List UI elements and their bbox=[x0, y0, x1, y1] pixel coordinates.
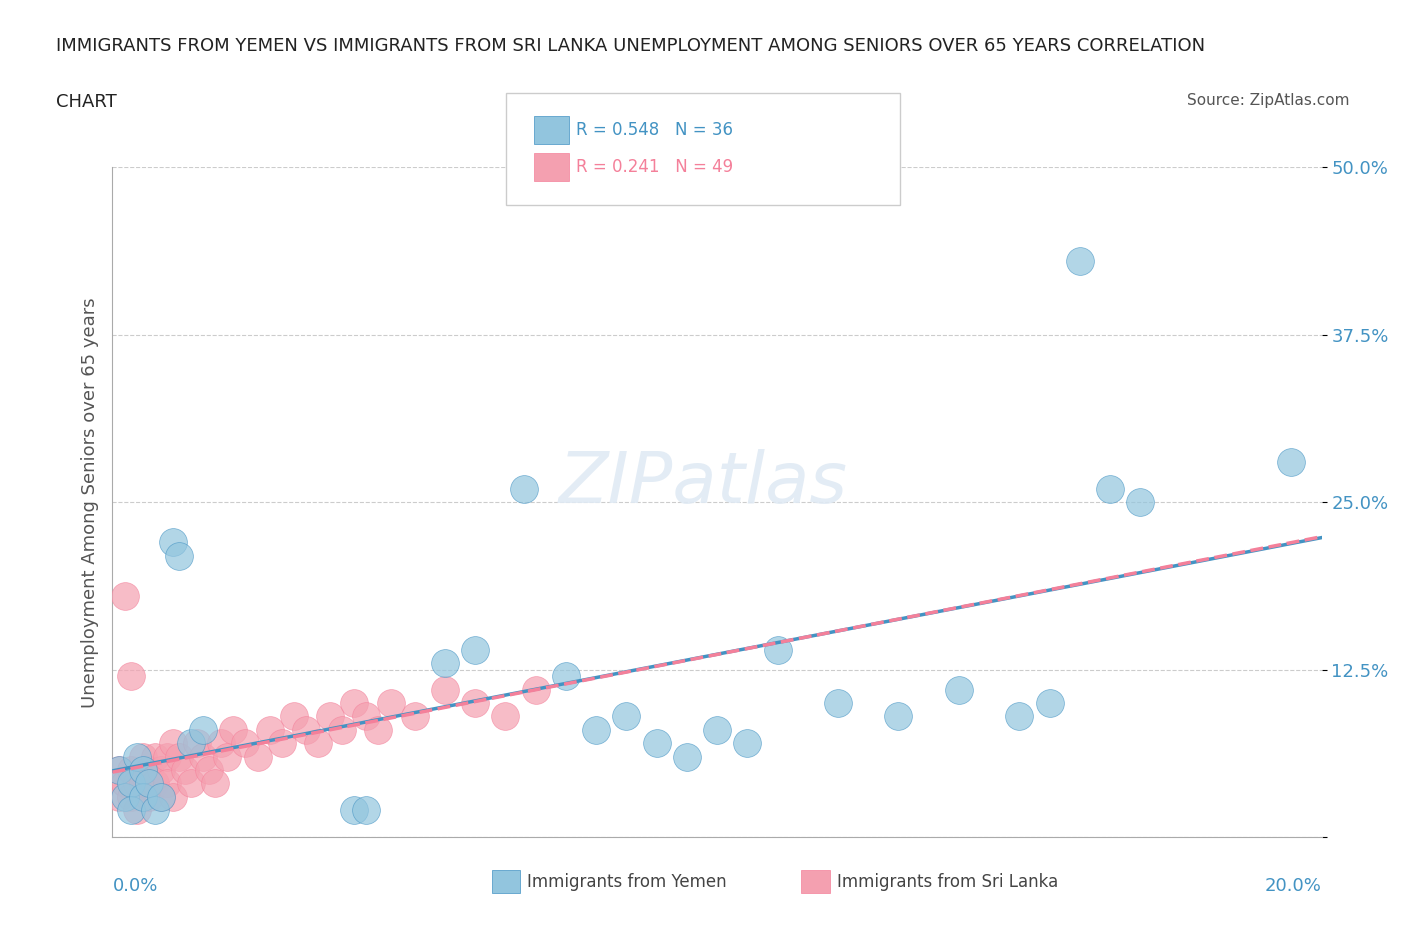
Point bbox=[125, 776, 148, 790]
Point bbox=[138, 790, 160, 804]
Point bbox=[162, 790, 184, 804]
Point bbox=[107, 763, 129, 777]
Point bbox=[737, 736, 759, 751]
Point bbox=[512, 482, 534, 497]
Text: R = 0.241   N = 49: R = 0.241 N = 49 bbox=[576, 158, 734, 177]
Point bbox=[1008, 709, 1031, 724]
Point bbox=[554, 669, 576, 684]
Point bbox=[167, 750, 190, 764]
Text: Source: ZipAtlas.com: Source: ZipAtlas.com bbox=[1187, 93, 1350, 108]
Point bbox=[330, 723, 353, 737]
Point bbox=[120, 763, 142, 777]
Point bbox=[319, 709, 342, 724]
Point bbox=[222, 723, 245, 737]
Point bbox=[367, 723, 389, 737]
Point bbox=[404, 709, 426, 724]
Point bbox=[120, 669, 142, 684]
Point bbox=[270, 736, 292, 751]
Point bbox=[235, 736, 257, 751]
Point bbox=[616, 709, 638, 724]
Point bbox=[149, 790, 172, 804]
Point bbox=[138, 776, 160, 790]
Point bbox=[356, 803, 378, 817]
Point bbox=[114, 589, 136, 604]
Point bbox=[174, 763, 197, 777]
Point bbox=[295, 723, 318, 737]
Text: Immigrants from Yemen: Immigrants from Yemen bbox=[527, 872, 727, 891]
Point bbox=[167, 549, 190, 564]
Point bbox=[283, 709, 305, 724]
Point bbox=[107, 763, 129, 777]
Point bbox=[120, 790, 142, 804]
Point bbox=[114, 790, 136, 804]
Point bbox=[107, 790, 129, 804]
Point bbox=[204, 776, 226, 790]
Point bbox=[1069, 254, 1091, 269]
Point bbox=[948, 683, 970, 698]
Point bbox=[132, 763, 155, 777]
Point bbox=[259, 723, 281, 737]
Text: IMMIGRANTS FROM YEMEN VS IMMIGRANTS FROM SRI LANKA UNEMPLOYMENT AMONG SENIORS OV: IMMIGRANTS FROM YEMEN VS IMMIGRANTS FROM… bbox=[56, 37, 1205, 55]
Point bbox=[149, 790, 172, 804]
Point bbox=[246, 750, 269, 764]
Point bbox=[1279, 455, 1302, 470]
Point bbox=[132, 776, 155, 790]
Point bbox=[464, 642, 486, 657]
Point bbox=[766, 642, 789, 657]
Text: ZIPatlas: ZIPatlas bbox=[558, 449, 848, 518]
Point bbox=[343, 803, 366, 817]
Point bbox=[1038, 696, 1062, 711]
Point bbox=[191, 750, 214, 764]
Point bbox=[209, 736, 232, 751]
Point bbox=[186, 736, 208, 751]
Point bbox=[1129, 495, 1152, 510]
Point bbox=[125, 803, 148, 817]
Point bbox=[827, 696, 849, 711]
Point bbox=[433, 656, 456, 671]
Point bbox=[156, 776, 179, 790]
Point bbox=[143, 803, 166, 817]
Point bbox=[132, 750, 155, 764]
Point bbox=[180, 736, 202, 751]
Point bbox=[356, 709, 378, 724]
Point bbox=[132, 790, 155, 804]
Point bbox=[343, 696, 366, 711]
Point bbox=[143, 776, 166, 790]
Point bbox=[464, 696, 486, 711]
Point bbox=[198, 763, 221, 777]
Point bbox=[217, 750, 239, 764]
Point bbox=[675, 750, 697, 764]
Point bbox=[585, 723, 607, 737]
Point bbox=[524, 683, 547, 698]
Point bbox=[162, 535, 184, 550]
Point bbox=[706, 723, 728, 737]
Y-axis label: Unemployment Among Seniors over 65 years: Unemployment Among Seniors over 65 years bbox=[80, 297, 98, 708]
Point bbox=[1098, 482, 1121, 497]
Point bbox=[143, 750, 166, 764]
Point bbox=[495, 709, 517, 724]
Point bbox=[645, 736, 668, 751]
Point bbox=[162, 736, 184, 751]
Point bbox=[114, 776, 136, 790]
Point bbox=[149, 763, 172, 777]
Point bbox=[138, 763, 160, 777]
Text: R = 0.548   N = 36: R = 0.548 N = 36 bbox=[576, 121, 734, 140]
Point bbox=[120, 803, 142, 817]
Point bbox=[433, 683, 456, 698]
Point bbox=[380, 696, 402, 711]
Text: 0.0%: 0.0% bbox=[112, 877, 157, 896]
Point bbox=[191, 723, 214, 737]
Point bbox=[156, 750, 179, 764]
Point bbox=[125, 750, 148, 764]
Point bbox=[120, 776, 142, 790]
Point bbox=[180, 776, 202, 790]
Point bbox=[307, 736, 329, 751]
Point bbox=[887, 709, 910, 724]
Text: CHART: CHART bbox=[56, 93, 117, 111]
Text: 20.0%: 20.0% bbox=[1265, 877, 1322, 896]
Text: Immigrants from Sri Lanka: Immigrants from Sri Lanka bbox=[837, 872, 1057, 891]
